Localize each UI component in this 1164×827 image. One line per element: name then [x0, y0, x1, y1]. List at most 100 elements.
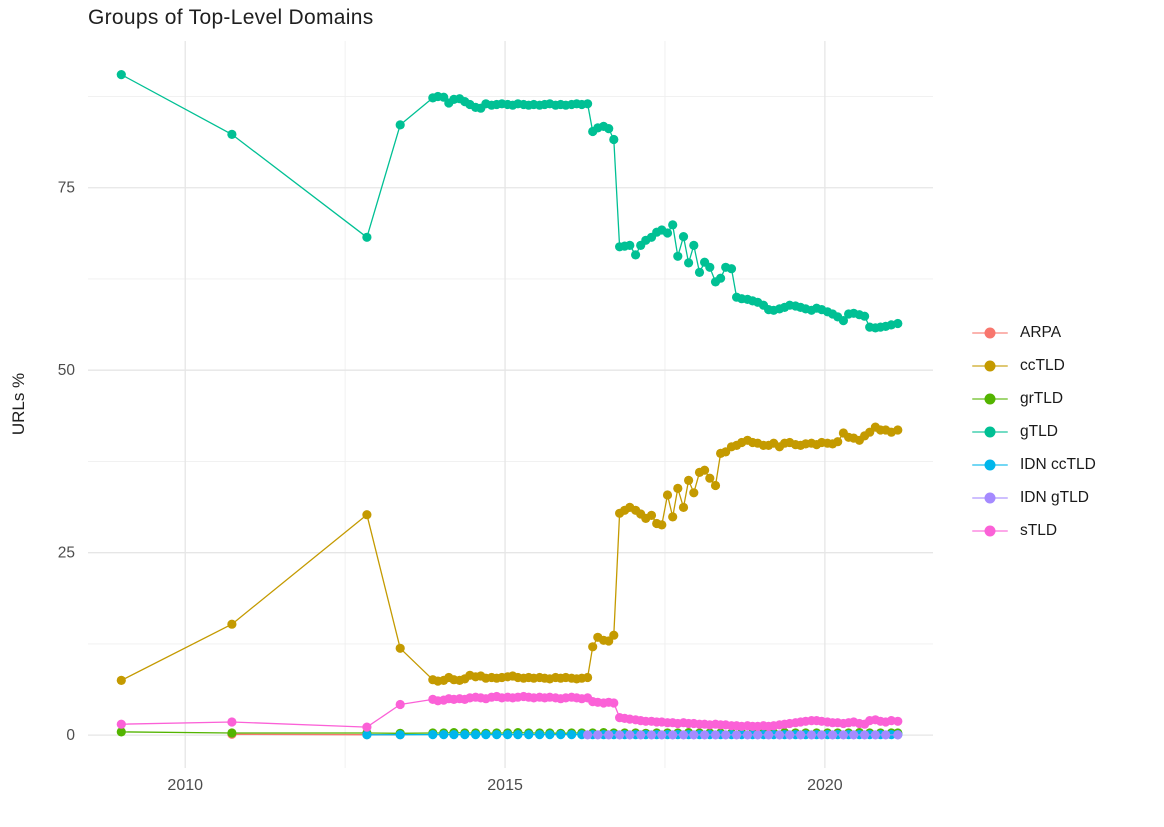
series-line-cctld: [121, 426, 899, 682]
series-point-gtld: [227, 129, 237, 139]
series-point-gtld: [662, 228, 673, 238]
series-point-cctld: [646, 510, 657, 520]
series-point-idn-cctld: [449, 730, 459, 740]
legend-key-icon: [972, 390, 1008, 408]
series-point-idn-cctld: [460, 730, 470, 740]
series-point-stld: [227, 717, 237, 727]
y-tick-label: 75: [58, 180, 75, 197]
x-tick-label: 2015: [487, 777, 523, 794]
series-point-stld: [893, 716, 903, 726]
series-point-idn-gtld: [678, 730, 689, 740]
series-point-gtld: [684, 258, 694, 268]
series-point-gtld: [583, 99, 593, 109]
series-point-cctld: [700, 465, 710, 475]
series-point-grtld: [116, 727, 126, 737]
series-point-idn-cctld: [503, 730, 513, 740]
series-point-gtld: [668, 220, 678, 230]
legend-item-arpa[interactable]: ARPA: [972, 316, 1096, 349]
series-point-gtld: [694, 267, 705, 277]
series-point-cctld: [657, 520, 667, 530]
series-point-cctld: [893, 425, 903, 435]
series-point-idn-cctld: [481, 730, 491, 740]
series-point-idn-gtld: [849, 730, 859, 740]
legend-label: ARPA: [1020, 323, 1062, 341]
series-point-stld: [362, 722, 372, 732]
chart-title: Groups of Top-Level Domains: [88, 6, 374, 29]
legend-item-gtld[interactable]: gTLD: [972, 415, 1096, 448]
series-point-cctld: [689, 488, 699, 498]
y-tick-label: 50: [58, 362, 76, 379]
series-point-idn-gtld: [657, 730, 667, 740]
series-point-cctld: [833, 437, 843, 447]
series-point-gtld: [860, 311, 870, 321]
series-point-idn-cctld: [439, 730, 449, 740]
series-point-idn-gtld: [764, 730, 774, 740]
series-point-stld: [395, 699, 405, 710]
series-point-cctld: [705, 473, 715, 483]
series-point-idn-gtld: [636, 730, 646, 740]
series-point-cctld: [710, 480, 721, 491]
series-point-cctld: [678, 502, 689, 512]
series-point-idn-gtld: [732, 730, 742, 740]
series-point-gtld: [893, 318, 903, 329]
series-point-cctld: [588, 642, 598, 652]
series-point-gtld: [838, 316, 849, 326]
legend-label: ccTLD: [1020, 356, 1065, 374]
legend-label: grTLD: [1020, 389, 1064, 407]
legend-key-icon: [972, 423, 1008, 441]
series-point-grtld: [227, 728, 237, 738]
legend-item-idn-gtld[interactable]: IDN gTLD: [972, 481, 1096, 514]
series-point-idn-cctld: [362, 730, 372, 740]
series-point-idn-gtld: [668, 730, 678, 740]
series-point-idn-gtld: [646, 730, 657, 740]
legend-key-icon: [972, 357, 1008, 375]
series-point-cctld: [684, 475, 694, 485]
series-point-cctld: [227, 619, 237, 629]
series-point-idn-gtld: [742, 730, 753, 740]
y-tick-label: 0: [66, 727, 75, 744]
legend-label: IDN gTLD: [1020, 488, 1089, 506]
series-point-idn-gtld: [753, 730, 763, 740]
x-tick-label: 2010: [167, 777, 203, 794]
series-point-idn-gtld: [785, 730, 795, 740]
series-point-idn-gtld: [700, 730, 710, 740]
legend-item-grtld[interactable]: grTLD: [972, 382, 1096, 415]
series-point-idn-gtld: [838, 730, 849, 740]
legend-item-cctld[interactable]: ccTLD: [972, 349, 1096, 382]
series-point-cctld: [116, 675, 126, 686]
series-point-gtld: [689, 240, 699, 250]
series-point-idn-cctld: [545, 730, 555, 740]
legend-key-icon: [972, 324, 1008, 342]
series-point-gtld: [705, 262, 715, 272]
series-point-idn-gtld: [689, 730, 699, 740]
series-point-idn-gtld: [625, 730, 635, 740]
series-point-cctld: [395, 643, 405, 653]
series-point-idn-cctld: [524, 730, 534, 740]
legend-item-idn-cctld[interactable]: IDN ccTLD: [972, 448, 1096, 481]
series-point-idn-cctld: [471, 730, 481, 740]
series-point-cctld: [609, 630, 619, 640]
series-point-idn-gtld: [721, 730, 731, 740]
series-point-cctld: [662, 490, 673, 500]
series-point-cctld: [673, 483, 683, 493]
legend-item-stld[interactable]: sTLD: [972, 514, 1096, 547]
series-point-idn-gtld: [817, 730, 827, 740]
series-point-idn-gtld: [615, 730, 625, 740]
series-point-gtld: [631, 250, 641, 260]
series-point-idn-gtld: [828, 730, 838, 740]
y-tick-label: 25: [58, 545, 75, 562]
series-point-gtld: [716, 273, 726, 283]
series-point-cctld: [362, 510, 372, 520]
legend-label: gTLD: [1020, 422, 1058, 440]
series-point-gtld: [673, 251, 683, 261]
legend-key-icon: [972, 489, 1008, 507]
legend-label: IDN ccTLD: [1020, 455, 1096, 473]
series-point-idn-gtld: [583, 730, 593, 740]
series-point-gtld: [726, 264, 737, 274]
series-point-idn-gtld: [893, 730, 903, 740]
series-point-idn-gtld: [710, 730, 721, 740]
series-point-idn-cctld: [513, 730, 523, 740]
legend: ARPA ccTLD grTLD gTLD IDN ccTLD IDN gTLD…: [972, 316, 1096, 547]
